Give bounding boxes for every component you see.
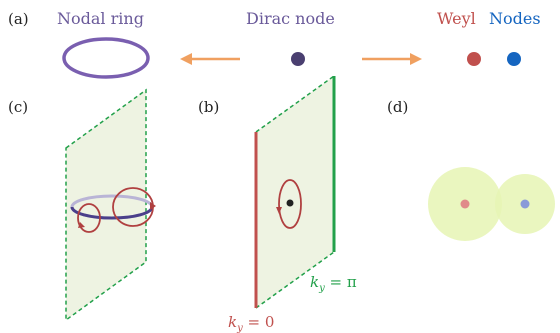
panel-d-node-left bbox=[460, 199, 470, 209]
panel-c-big-loop-arrow bbox=[150, 202, 156, 210]
panel-a-label: (a) bbox=[8, 10, 29, 28]
panel-c-small-loop bbox=[77, 203, 101, 233]
panel-d-label: (d) bbox=[387, 98, 408, 116]
weyl-node-blue bbox=[507, 52, 521, 66]
nodal-ring-title: Nodal ring bbox=[57, 9, 144, 28]
arrow-right bbox=[362, 53, 422, 65]
nodes-title: Nodes bbox=[489, 9, 541, 28]
panel-d-node-right bbox=[520, 199, 530, 209]
ky-zero-label: ky = 0 bbox=[228, 313, 274, 333]
weyl-node-red bbox=[467, 52, 481, 66]
panel-c-plane bbox=[65, 88, 147, 322]
panel-b-loop-arrow bbox=[276, 207, 282, 214]
nodal-ring-ellipse bbox=[62, 37, 150, 79]
panel-b-plane bbox=[255, 75, 335, 309]
panel-c-ring-front bbox=[70, 206, 154, 220]
dirac-node-title: Dirac node bbox=[246, 9, 335, 28]
panel-b-label: (b) bbox=[198, 98, 219, 116]
weyl-title: Weyl bbox=[437, 9, 476, 28]
panel-b-loop bbox=[278, 179, 302, 229]
arrow-left bbox=[180, 53, 240, 65]
panel-c-small-loop-arrow bbox=[78, 222, 85, 228]
panel-b-node-dot bbox=[286, 199, 294, 207]
panel-c-label: (c) bbox=[8, 98, 28, 116]
dirac-node-dot bbox=[291, 52, 305, 66]
ky-pi-label: ky = π bbox=[310, 273, 357, 294]
